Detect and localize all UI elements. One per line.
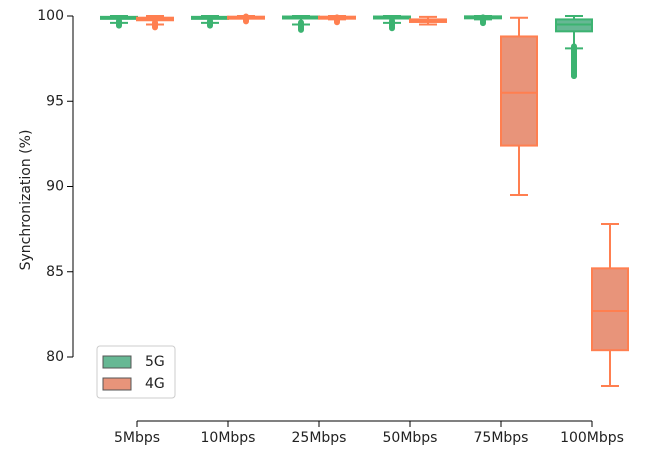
- box-5G-10Mbps: [191, 15, 229, 29]
- x-tick-label: 75Mbps: [474, 430, 529, 446]
- box-group: [100, 13, 629, 387]
- x-tick-label: 25Mbps: [292, 430, 347, 446]
- x-tick-label: 5Mbps: [114, 430, 160, 446]
- legend-swatch-4G: [102, 377, 132, 391]
- x-tick-label: 100Mbps: [560, 430, 624, 446]
- box-5G-5Mbps: [100, 15, 138, 29]
- x-tick-label: 50Mbps: [383, 430, 438, 446]
- box-5G-75Mbps: [464, 14, 502, 27]
- legend-label-4G: 4G: [145, 376, 165, 392]
- y-tick-label: 100: [37, 8, 64, 24]
- x-axis: 5Mbps 10Mbps 25Mbps 50Mbps 75Mbps 100Mbps: [114, 420, 624, 446]
- box-4G-25Mbps: [318, 14, 356, 26]
- x-tick-label: 10Mbps: [201, 430, 256, 446]
- y-tick-label: 90: [46, 179, 64, 195]
- legend-swatch-5G: [102, 355, 132, 369]
- box-4G-5Mbps: [136, 15, 174, 31]
- box-4G-75Mbps: [500, 16, 538, 197]
- box-5G-50Mbps: [373, 15, 411, 32]
- box-4G-10Mbps: [227, 13, 265, 25]
- y-axis: 80 85 90 95 100: [37, 8, 74, 365]
- box-4G-100Mbps: [591, 223, 629, 387]
- box-4G-50Mbps: [409, 15, 447, 26]
- y-tick-label: 85: [46, 264, 64, 280]
- box-iqr: [591, 267, 629, 352]
- legend-label-5G: 5G: [145, 354, 165, 370]
- y-tick-label: 95: [46, 93, 64, 109]
- y-tick-label: 80: [46, 349, 64, 365]
- box-5G-25Mbps: [282, 15, 320, 33]
- box-iqr: [500, 35, 538, 147]
- box-5G-100Mbps: [555, 15, 593, 79]
- y-axis-label: Synchronization (%): [18, 130, 34, 271]
